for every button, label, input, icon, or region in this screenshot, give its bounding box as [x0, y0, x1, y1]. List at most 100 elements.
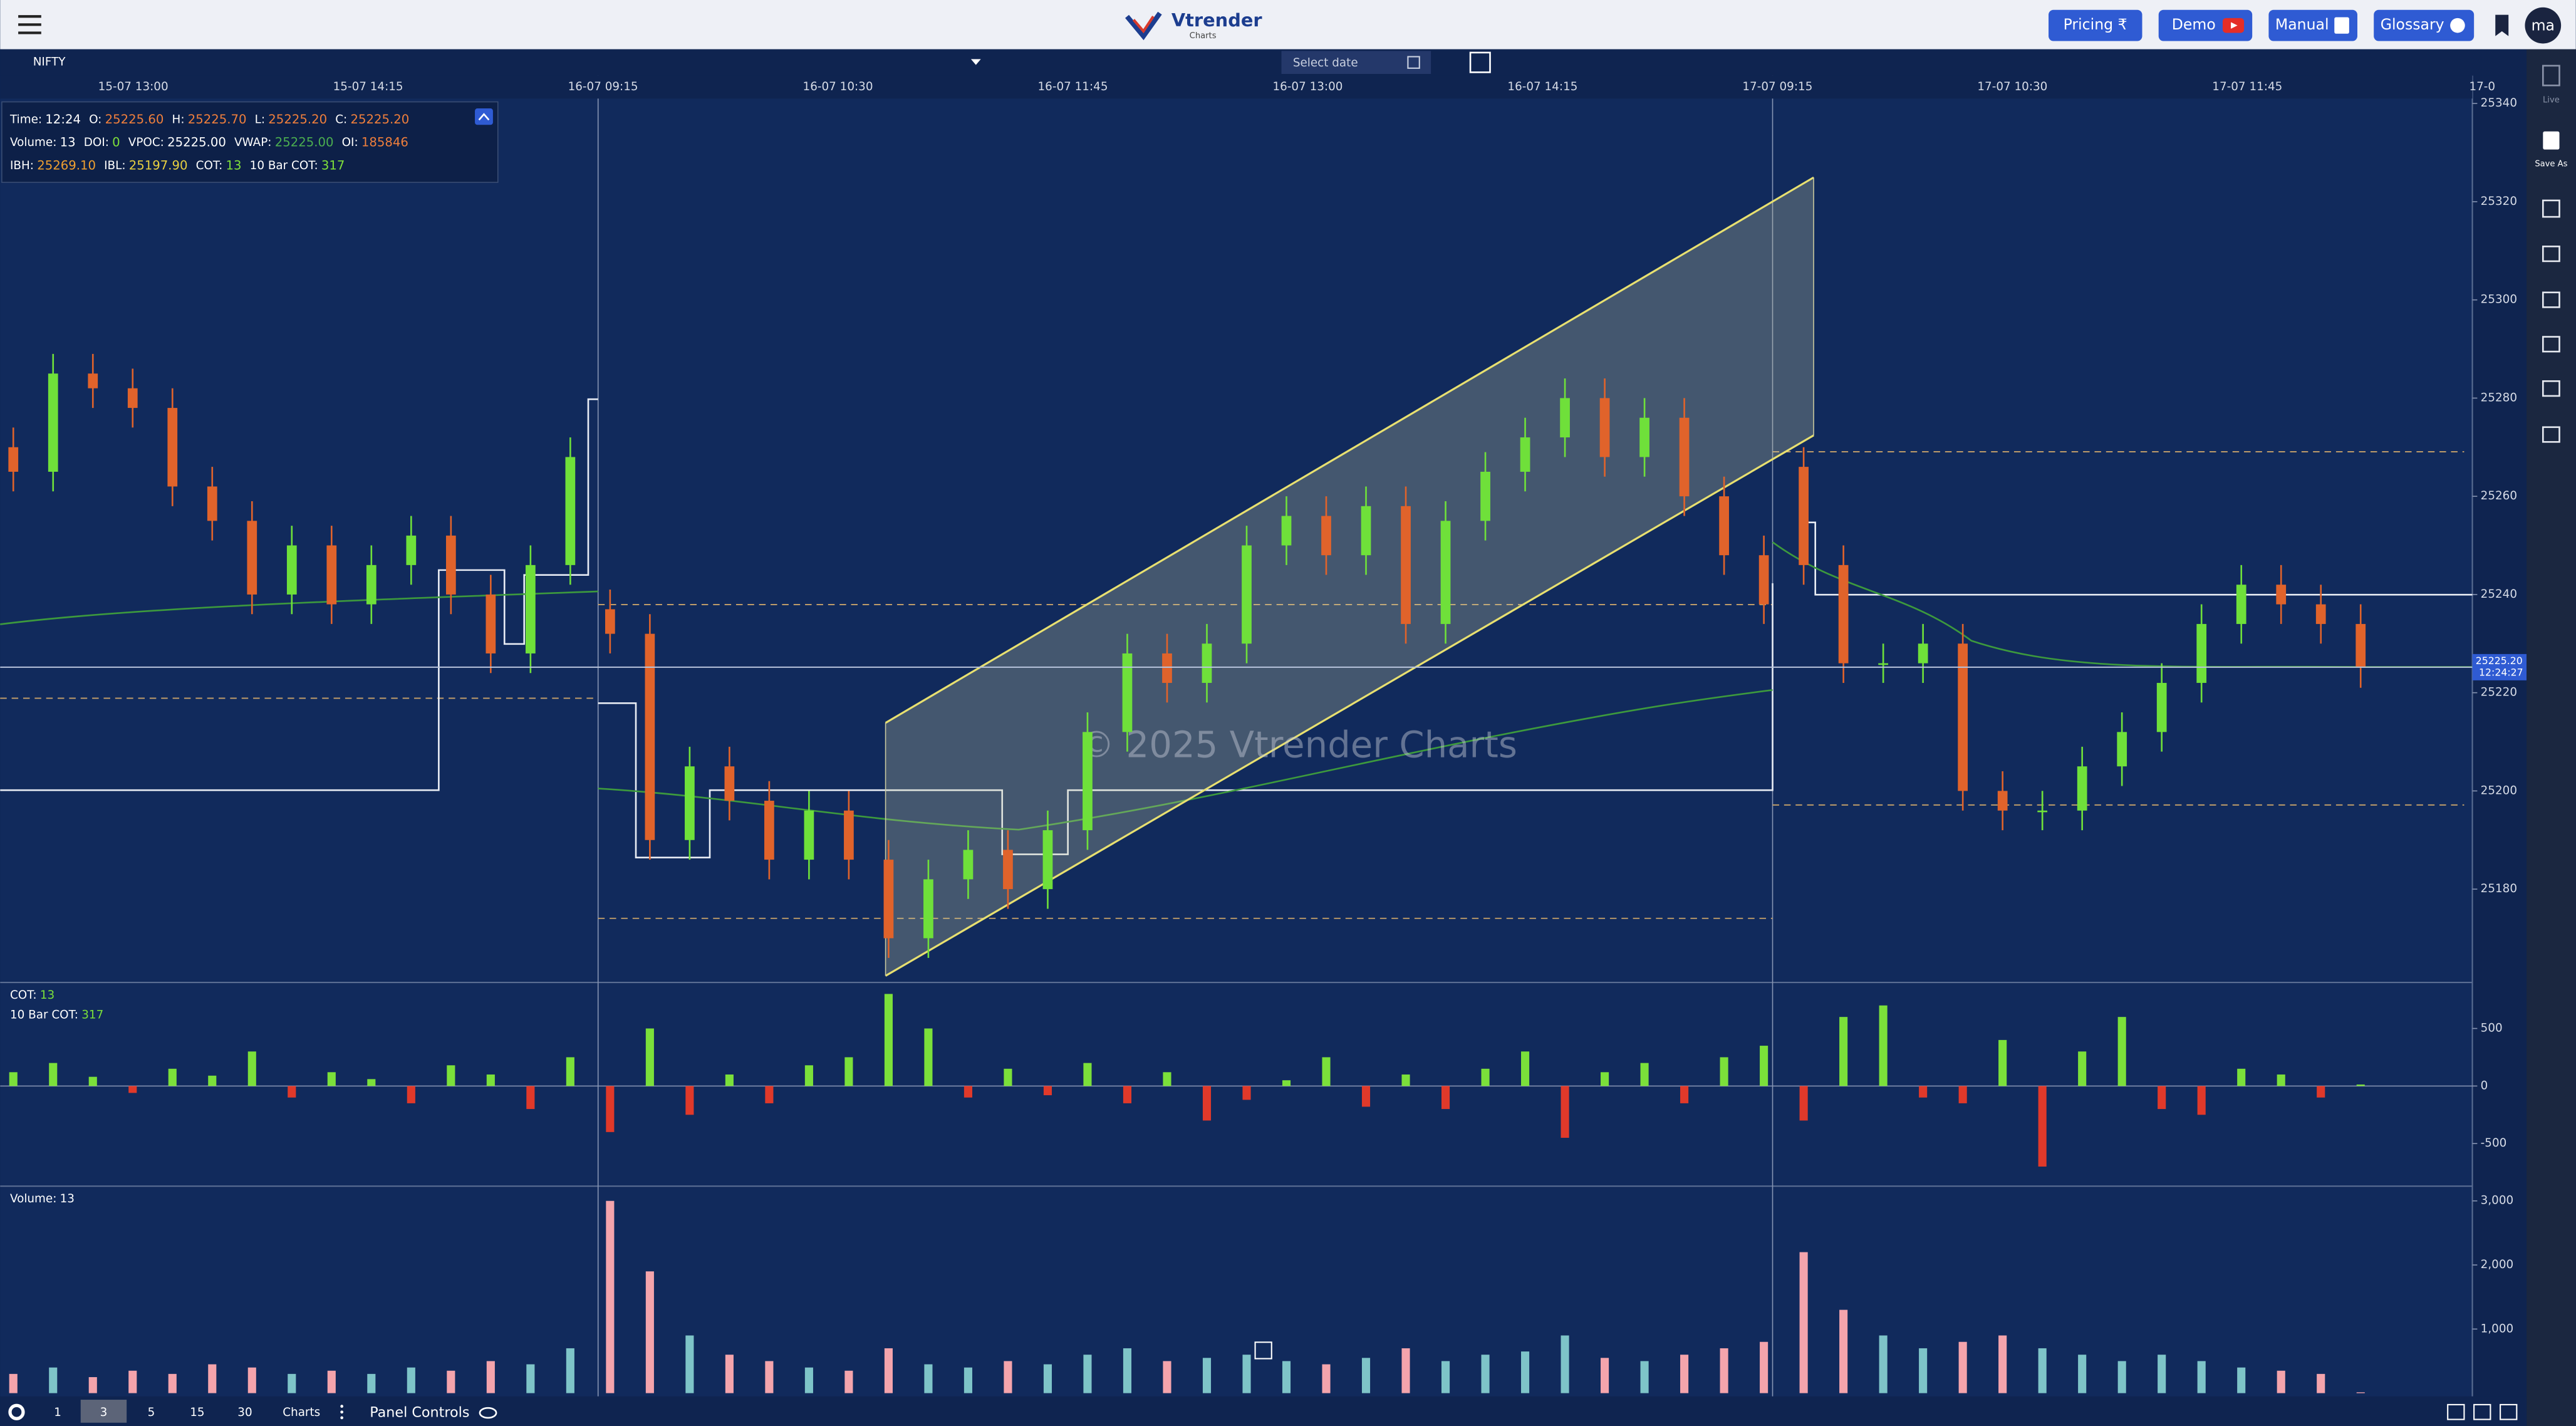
bar — [1361, 1358, 1371, 1393]
info-label: COT: — [196, 159, 223, 172]
y-tick-label: 25320 — [2481, 195, 2517, 208]
avatar[interactable] — [2525, 7, 2562, 44]
value-area — [0, 398, 2473, 859]
candle-body — [1878, 663, 1889, 665]
info-value: 317 — [321, 158, 345, 172]
candle-body — [1679, 417, 1690, 497]
collapse-button[interactable] — [475, 108, 493, 125]
charts-button[interactable]: Charts — [283, 1406, 320, 1419]
bar — [2317, 1373, 2325, 1393]
info-value: 13 — [226, 158, 242, 172]
logo-text: Vtrender — [1171, 9, 1263, 31]
candle-body — [127, 388, 138, 409]
bar — [1799, 1252, 1808, 1393]
candle-body — [525, 565, 536, 653]
bar — [49, 1367, 58, 1393]
bar — [208, 1075, 217, 1086]
glossary-label: Glossary — [2381, 16, 2444, 33]
date-picker[interactable] — [1281, 51, 1431, 74]
more-button[interactable] — [340, 1405, 344, 1420]
bar — [288, 1086, 296, 1098]
candle-body — [1242, 545, 1252, 644]
x-tick-label: 15-07 14:15 — [333, 80, 403, 93]
candle-body — [565, 457, 576, 565]
candle-body — [764, 801, 774, 860]
info-label: L: — [255, 113, 265, 126]
y-tick-label: 1,000 — [2481, 1322, 2514, 1335]
bar — [804, 1065, 813, 1086]
y-tick-label: 500 — [2481, 1022, 2503, 1035]
info-value: 12:24 — [45, 112, 81, 127]
screenshot-button[interactable] — [1469, 51, 1491, 73]
candle-body — [207, 486, 217, 521]
bar — [2117, 1017, 2126, 1086]
bar — [645, 1271, 654, 1393]
fit-button[interactable] — [1254, 1341, 1272, 1360]
x-tick-label: 16-07 14:15 — [1507, 80, 1577, 93]
x-tick-label: 17-0 — [2469, 80, 2495, 93]
candle-body — [605, 609, 615, 634]
info-label: IBH: — [10, 159, 34, 172]
bar — [1282, 1361, 1291, 1393]
interval-button[interactable]: 3 — [100, 1406, 108, 1419]
info-value: 25225.70 — [188, 112, 247, 127]
candle-body — [2315, 604, 2326, 624]
bar — [1521, 1051, 1530, 1086]
bar — [168, 1373, 177, 1393]
info-panel — [1, 101, 499, 183]
bar — [1760, 1341, 1768, 1393]
panel-controls-button[interactable]: Panel Controls — [370, 1405, 469, 1421]
menu-button[interactable] — [18, 15, 41, 34]
candle-body — [1401, 506, 1411, 624]
settings-button[interactable] — [8, 1403, 25, 1420]
demo-button[interactable] — [2158, 9, 2253, 41]
interval-button[interactable]: 1 — [54, 1406, 61, 1419]
bookmark-button[interactable] — [2495, 14, 2509, 36]
info-label: Time: — [9, 113, 42, 126]
interval-button[interactable]: 15 — [190, 1406, 204, 1419]
interval-button[interactable]: 5 — [148, 1406, 155, 1419]
candle-body — [286, 545, 297, 595]
info-value: 13 — [60, 135, 76, 150]
candle-body — [1560, 398, 1570, 438]
bar — [2197, 1361, 2206, 1393]
candle-body — [1480, 471, 1490, 521]
channel-fill — [885, 177, 1814, 976]
chart-tools[interactable] — [2447, 1403, 2518, 1420]
bar — [288, 1373, 296, 1393]
glossary-button[interactable] — [2374, 9, 2475, 41]
interval-button[interactable]: 30 — [237, 1406, 252, 1419]
pricing-button[interactable] — [2049, 9, 2142, 41]
bar — [685, 1086, 694, 1115]
symbol-name[interactable]: NIFTY — [33, 56, 66, 69]
bar — [2038, 1348, 2047, 1393]
bar — [1640, 1063, 1649, 1086]
y-tick-label: 25300 — [2481, 293, 2517, 306]
info-label: 10 Bar COT: — [250, 159, 318, 172]
layout-buttons[interactable] — [2542, 199, 2560, 443]
y-tick-label: 25240 — [2481, 588, 2517, 601]
candle-body — [2156, 682, 2167, 732]
interval-buttons: 1 3 5 15 30 — [54, 1400, 252, 1423]
candle-body — [445, 535, 456, 595]
calendar-icon — [1407, 56, 1420, 69]
bar — [2078, 1051, 2087, 1086]
info-value: 25269.10 — [37, 158, 96, 172]
bar — [765, 1086, 774, 1103]
live-button[interactable] — [2542, 65, 2560, 86]
last-price-time: 12:24:27 — [2479, 667, 2523, 679]
info-label: O: — [89, 113, 101, 126]
bar — [1601, 1072, 1609, 1086]
info-value: 185846 — [361, 135, 408, 150]
bar — [2117, 1361, 2126, 1393]
bar — [407, 1086, 415, 1103]
bar — [526, 1364, 535, 1393]
symbol-dropdown[interactable] — [970, 59, 981, 65]
bar — [804, 1367, 813, 1393]
candle-body — [2355, 623, 2366, 667]
save-button[interactable] — [2543, 131, 2560, 150]
bar — [2356, 1084, 2365, 1086]
pricing-label: Pricing ₹ — [2064, 16, 2127, 33]
legend-value: 13 — [40, 989, 55, 1002]
bottom-bar — [0, 1396, 2527, 1426]
